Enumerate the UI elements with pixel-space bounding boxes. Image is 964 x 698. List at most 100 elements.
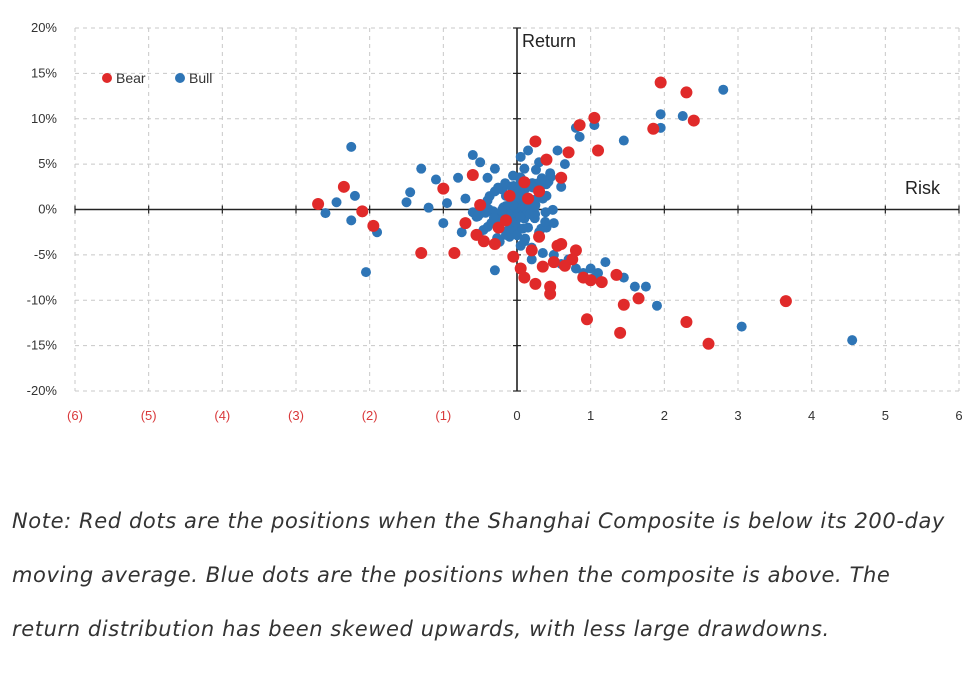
bull-point <box>349 190 360 201</box>
x-tick-label: 2 <box>661 408 668 423</box>
bull-point <box>405 187 416 198</box>
y-tick-label: 5% <box>38 156 57 171</box>
bear-point <box>584 274 597 287</box>
bull-point <box>482 172 493 183</box>
bear-point <box>367 219 380 232</box>
x-tick-label: 0 <box>513 408 520 423</box>
bull-point <box>540 207 551 218</box>
bull-point <box>600 257 611 268</box>
bear-point <box>595 276 608 289</box>
bull-point <box>508 170 519 181</box>
bear-point <box>529 135 542 148</box>
bull-point <box>456 227 467 238</box>
bull-point <box>593 268 604 279</box>
bull-point <box>651 300 662 311</box>
bear-point <box>547 256 560 269</box>
y-tick-label: 10% <box>31 111 57 126</box>
x-tick-label: (5) <box>141 408 157 423</box>
bull-point <box>500 178 511 189</box>
bull-point <box>570 263 581 274</box>
y-tick-label: 20% <box>31 20 57 35</box>
bull-point <box>718 84 729 95</box>
bear-point <box>477 235 490 248</box>
tick-labels: 20% 15% 10% 5% 0% -5% -10% -15% -20% (6) (5) (4) (3)… <box>27 20 963 423</box>
bull-point <box>346 215 357 226</box>
bull-point <box>515 240 526 251</box>
bear-point <box>632 292 645 305</box>
bear-point <box>474 198 487 211</box>
bull-point <box>545 172 556 183</box>
bull-point <box>515 151 526 162</box>
bull-point <box>655 109 666 120</box>
bear-point <box>647 122 660 135</box>
bull-point <box>536 173 547 184</box>
y-tick-label: 15% <box>31 65 57 80</box>
legend-bear-label: Bear <box>116 70 146 86</box>
bear-point <box>555 237 568 250</box>
bear-point <box>507 250 520 263</box>
x-tick-label: 1 <box>587 408 594 423</box>
bear-point <box>522 192 535 205</box>
bull-point <box>430 174 441 185</box>
bear-point <box>702 337 715 350</box>
bull-point <box>488 212 499 223</box>
bear-point <box>540 153 553 166</box>
bull-point <box>517 223 528 234</box>
x-tick-label: (4) <box>214 408 230 423</box>
bear-point <box>555 171 568 184</box>
x-axis-label: Risk <box>905 178 941 198</box>
bull-point <box>847 335 858 346</box>
bull-point <box>460 193 471 204</box>
x-tick-label: (3) <box>288 408 304 423</box>
bear-point <box>779 295 792 308</box>
bull-point <box>556 181 567 192</box>
y-tick-label: -20% <box>27 383 58 398</box>
bull-point <box>472 211 483 222</box>
bull-point <box>401 197 412 208</box>
legend-bull-marker <box>175 73 185 83</box>
bear-point <box>529 277 542 290</box>
bull-point <box>416 163 427 174</box>
bear-point <box>518 271 531 284</box>
bull-point <box>629 281 640 292</box>
bear-point <box>518 176 531 189</box>
bear-point <box>566 253 579 266</box>
bull-point <box>453 172 464 183</box>
bull-point <box>552 145 563 156</box>
bull-point <box>496 206 507 217</box>
bull-point <box>346 141 357 152</box>
x-tick-label: 6 <box>955 408 962 423</box>
bull-point <box>438 218 449 229</box>
legend-bull-label: Bull <box>189 70 212 86</box>
bear-point <box>569 244 582 257</box>
bull-point <box>489 163 500 174</box>
bull-point <box>540 216 551 227</box>
bull-point <box>529 202 540 213</box>
bear-point <box>562 146 575 159</box>
bear-point <box>533 230 546 243</box>
bull-point <box>520 233 531 244</box>
y-axis-label: Return <box>522 31 576 51</box>
bear-point <box>525 244 538 257</box>
y-tick-label: 0% <box>38 202 57 217</box>
bear-point <box>415 247 428 260</box>
bull-point <box>618 135 629 146</box>
bull-point <box>548 218 559 229</box>
bull-point <box>475 157 486 168</box>
bear-point <box>503 189 516 202</box>
bull-point <box>515 212 526 223</box>
bull-point <box>442 198 453 209</box>
bull-point <box>677 111 688 122</box>
legend: Bear Bull <box>102 70 212 86</box>
legend-bear-marker <box>102 73 112 83</box>
bear-point <box>614 326 627 339</box>
y-tick-label: -5% <box>34 247 58 262</box>
bull-point <box>526 254 537 265</box>
bear-point <box>533 185 546 198</box>
bear-point <box>536 260 549 273</box>
bear-point <box>466 169 479 182</box>
bear-point <box>654 76 667 89</box>
bull-series <box>320 84 858 346</box>
bear-point <box>488 237 501 250</box>
bear-point <box>687 114 700 127</box>
